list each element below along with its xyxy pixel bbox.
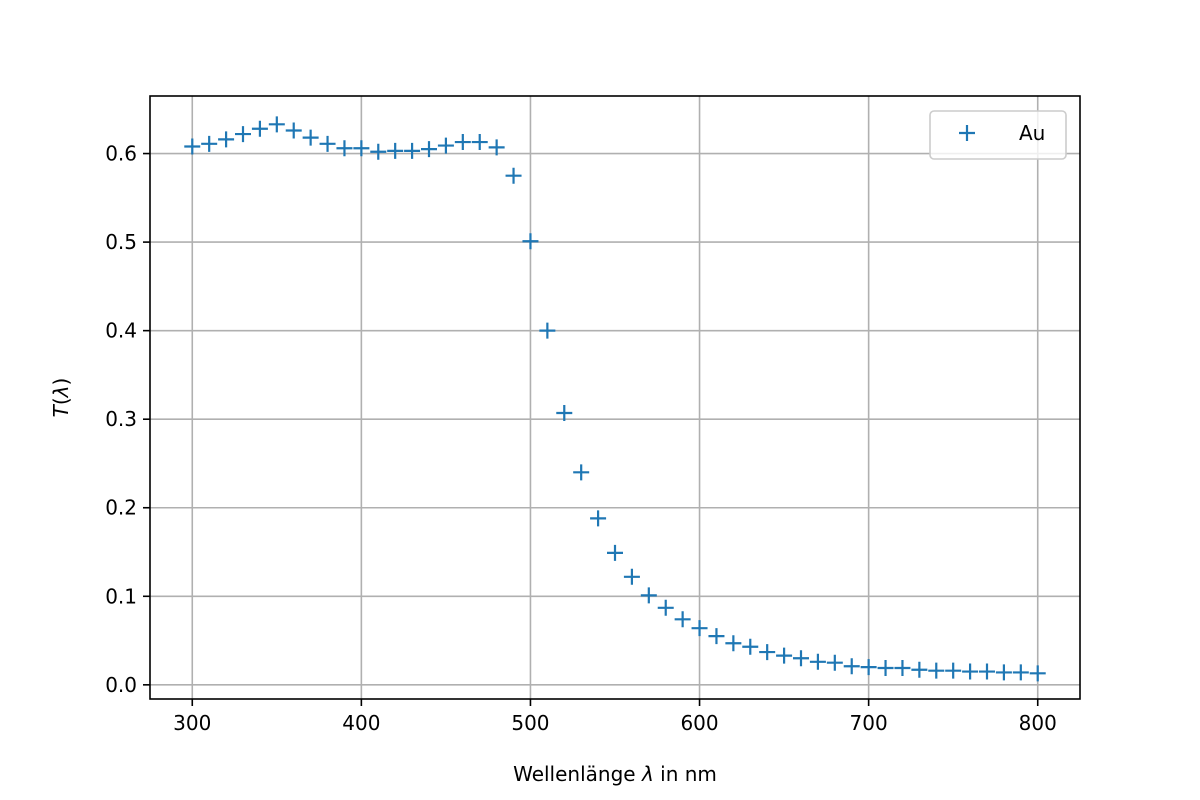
- x-tick-label: 300: [173, 711, 211, 735]
- y-tick-label: 0.4: [105, 319, 137, 343]
- x-axis-label: Wellenlänge λ in nm: [513, 762, 717, 786]
- legend-box: [929, 110, 1067, 160]
- y-axis-label-close-paren: ): [49, 378, 73, 386]
- data-point: [353, 140, 370, 157]
- data-point: [911, 661, 928, 678]
- legend: Au: [929, 110, 1067, 160]
- data-point: [894, 660, 911, 677]
- data-point: [590, 510, 607, 527]
- x-tick-label: 600: [680, 711, 718, 735]
- data-point: [843, 658, 860, 675]
- data-point: [776, 647, 793, 664]
- data-point: [268, 116, 285, 133]
- y-axis-label-open-paren: (: [49, 397, 73, 405]
- data-point: [691, 620, 708, 637]
- data-point: [928, 662, 945, 679]
- x-tick-label: 800: [1019, 711, 1057, 735]
- data-point: [793, 650, 809, 667]
- data-point: [302, 129, 319, 146]
- data-point: [877, 660, 894, 677]
- y-tick-label: 0.5: [105, 230, 137, 254]
- data-point: [201, 135, 218, 152]
- data-point: [505, 167, 522, 184]
- data-point: [742, 638, 759, 655]
- data-point: [979, 663, 995, 680]
- data-point: [437, 137, 454, 154]
- y-tick-label: 0.6: [105, 142, 137, 166]
- data-point: [336, 140, 353, 157]
- data-point: [556, 404, 573, 421]
- axis-ticks: 300 400 500 600 700 800 0.0 0.1 0.2 0.3 0.4 0.5 0.6: [105, 142, 1057, 735]
- data-point: [809, 653, 826, 670]
- data-point: [962, 663, 979, 680]
- data-point: [1029, 665, 1046, 682]
- data-point: [759, 644, 776, 661]
- data-point: [184, 138, 201, 155]
- data-point: [421, 141, 437, 158]
- y-axis-label-var: T: [49, 403, 73, 417]
- data-point: [454, 134, 471, 151]
- data-point: [640, 587, 657, 604]
- legend-label-au: Au: [1019, 121, 1045, 145]
- data-point: [674, 611, 691, 628]
- legend-marker-au: [959, 125, 975, 141]
- grid: [150, 96, 1080, 699]
- data-point: [539, 322, 556, 339]
- data-point: [235, 126, 251, 143]
- plot-frame: [149, 95, 1081, 700]
- data-point: [218, 131, 235, 148]
- data-point: [471, 134, 488, 151]
- y-tick-label: 0.0: [105, 673, 137, 697]
- data-point: [708, 628, 725, 645]
- x-axis-label-suffix: in nm: [654, 762, 717, 786]
- data-point: [725, 635, 742, 652]
- y-tick-label: 0.1: [105, 584, 137, 608]
- data-markers: [184, 116, 1046, 682]
- data-point: [607, 544, 623, 561]
- data-point: [623, 568, 640, 585]
- x-tick-label: 400: [342, 711, 380, 735]
- data-point: [404, 142, 421, 159]
- data-point: [319, 135, 336, 152]
- data-point: [657, 599, 674, 616]
- data-point: [860, 659, 877, 676]
- x-tick-label: 500: [511, 711, 549, 735]
- data-point: [488, 139, 505, 156]
- x-axis-label-symbol: λ: [641, 762, 654, 786]
- y-axis-label-arg: λ: [49, 385, 73, 398]
- data-point: [387, 142, 404, 159]
- y-tick-label: 0.2: [105, 496, 137, 520]
- data-point: [826, 654, 843, 671]
- x-tick-label: 700: [850, 711, 888, 735]
- data-point: [945, 662, 962, 679]
- x-axis-label-prefix: Wellenlänge: [513, 762, 642, 786]
- data-point: [370, 143, 387, 160]
- data-point: [251, 120, 268, 137]
- data-point: [573, 464, 590, 481]
- data-point: [1012, 664, 1029, 681]
- data-point: [285, 122, 302, 139]
- y-axis-label: T(λ): [49, 378, 73, 418]
- data-point: [995, 664, 1012, 681]
- data-point: [522, 233, 539, 250]
- y-tick-label: 0.3: [105, 407, 137, 431]
